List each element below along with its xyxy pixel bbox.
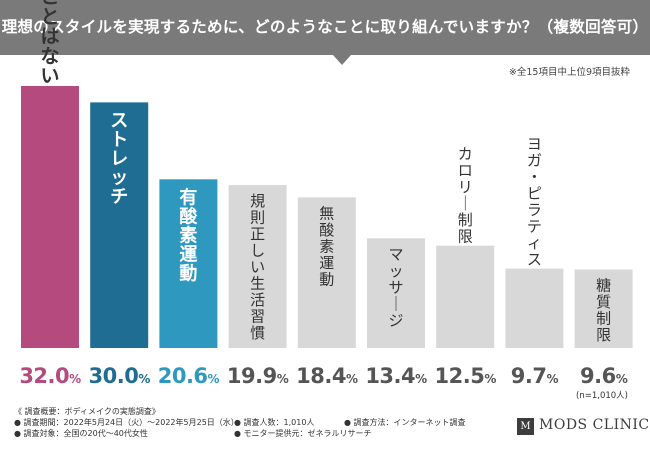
survey-method: ● 調査方法：インターネット調査 xyxy=(344,418,466,427)
value-label-8: 9.7% xyxy=(511,364,559,388)
sample-size-label: (n=1,010人) xyxy=(576,391,628,401)
survey-heading: 《 調査概要：ボディメイクの実態調査》 xyxy=(14,407,160,416)
brand-logo: M MODS CLINIC xyxy=(517,415,649,439)
survey-people: ● 調査人数：1,010人 xyxy=(234,418,315,427)
survey-period: ● 調査期間：2022年5月24日（火）〜2022年5月25日（水） xyxy=(14,418,239,427)
bar-9 xyxy=(574,269,633,348)
brand-mark-icon: M xyxy=(517,418,534,435)
bar-1 xyxy=(21,86,79,348)
bar-label-7: カロリ｜制限 xyxy=(458,145,473,246)
bar-7 xyxy=(436,245,495,348)
value-label-1: 32.0% xyxy=(19,364,81,388)
value-label-9: 9.6% xyxy=(580,364,628,388)
value-label-3: 20.6% xyxy=(158,364,220,388)
value-label-2: 30.0% xyxy=(89,364,151,388)
survey-provider: ● モニター提供元：ゼネラルリサーチ xyxy=(234,429,372,438)
value-label-6: 13.4% xyxy=(365,364,427,388)
value-label-4: 19.9% xyxy=(227,364,289,388)
value-label-5: 18.4% xyxy=(296,364,358,388)
bar-5 xyxy=(297,197,356,348)
bar-label-9: 糖質制限 xyxy=(596,276,611,344)
bar-2 xyxy=(90,102,149,348)
chart-title: 理想のスタイルを実現するために、どのようなことに取り組んでいますか？（複数回答可… xyxy=(1,18,649,36)
bar-label-5: 無酸素運動 xyxy=(319,204,334,288)
selection-note: ※全15項目中上位9項目抜粋 xyxy=(508,67,630,78)
brand-name: MODS CLINIC xyxy=(539,417,650,433)
bar-chart: 特に取り組んでいることはない 32.0% ストレッチ 30.0% 有酸素運動 20.6% 規… xyxy=(19,0,633,388)
bar-label-2: ストレッチ xyxy=(110,110,128,207)
value-label-7: 12.5% xyxy=(435,364,497,388)
bar-label-4: 規則正しい生活習慣 xyxy=(250,192,265,342)
bar-4 xyxy=(228,185,287,348)
survey-target: ● 調査対象：全国の20代〜40代女性 xyxy=(14,429,148,438)
bar-label-3: 有酸素運動 xyxy=(179,186,198,284)
bar-3 xyxy=(159,179,218,348)
header-banner xyxy=(0,0,650,55)
bar-label-8: ヨガ・ピラティス xyxy=(527,135,542,268)
bar-6 xyxy=(367,238,425,348)
bar-8 xyxy=(505,268,564,348)
header-pointer xyxy=(333,55,351,65)
bar-label-1: 特に取り組んでいることはない xyxy=(40,0,59,87)
survey-overview: 《 調査概要：ボディメイクの実態調査》 ● 調査期間：2022年5月24日（火）… xyxy=(14,406,494,450)
bar-label-6: マッサ｜ジ xyxy=(388,245,403,329)
